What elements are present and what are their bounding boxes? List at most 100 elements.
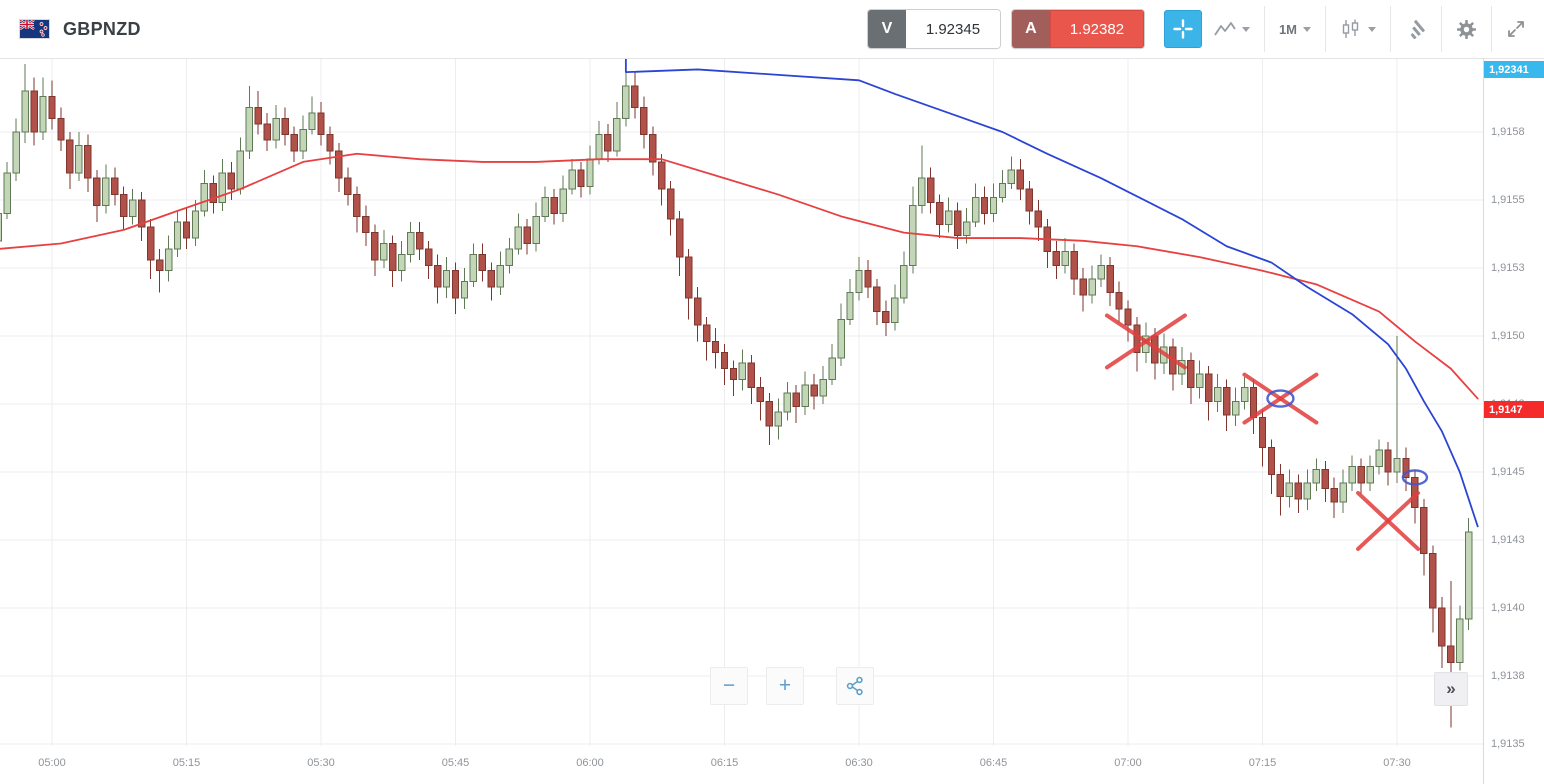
candle-body [711, 340, 720, 353]
candle-body [137, 199, 146, 228]
candle-body [783, 392, 791, 413]
candle-body [1429, 553, 1437, 609]
candle-body [191, 210, 200, 239]
candle-body [586, 158, 594, 187]
candle-body [568, 169, 576, 190]
share-button[interactable] [836, 667, 874, 705]
candle-body [918, 177, 926, 206]
price-chart[interactable] [0, 58, 1483, 746]
candle-body [39, 96, 47, 133]
time-axis[interactable]: 05:00 05:15 05:30 05:45 06:00 06:15 06:30 06:45… [0, 746, 1483, 784]
candle-body [810, 384, 818, 397]
gear-icon [1457, 19, 1476, 39]
candle-body [84, 145, 92, 179]
candle-body [155, 259, 164, 272]
candle-body [398, 253, 406, 272]
candle-body [1375, 449, 1383, 468]
candle-body [200, 183, 209, 212]
candle-body [209, 183, 218, 204]
candle-body [1258, 417, 1267, 449]
blue-trailing-line [624, 58, 1479, 528]
timeframe-label: 1M [1278, 21, 1297, 37]
candle-body [604, 134, 612, 152]
candle-body [900, 264, 908, 299]
candle-body [514, 226, 522, 250]
indicators-icon [1410, 19, 1425, 39]
zoom-in-button[interactable]: + [766, 667, 804, 705]
share-icon [846, 676, 863, 696]
toolbar: V 1.92345 A 1.92382 1M [867, 0, 1538, 58]
candle-body [675, 218, 684, 258]
settings-button[interactable] [1444, 6, 1489, 52]
caret-down-icon [1241, 26, 1250, 32]
candle-style-button[interactable] [1328, 6, 1388, 52]
trade-marker-cross [1356, 490, 1421, 551]
scroll-to-end-button[interactable]: » [1434, 672, 1468, 706]
chart-type-button[interactable] [1202, 6, 1262, 52]
candle-body [1079, 278, 1087, 296]
crosshair-button[interactable] [1163, 10, 1202, 48]
candle-body [442, 270, 451, 288]
indicators-button[interactable] [1393, 6, 1439, 52]
candle-body [424, 248, 433, 266]
candle-body [891, 297, 899, 323]
buy-button[interactable]: A 1.92382 [1011, 10, 1144, 48]
candle-body [846, 291, 854, 321]
price-axis-label: 1,9150 [1491, 330, 1525, 342]
candle-body [792, 392, 800, 408]
fullscreen-button[interactable] [1494, 6, 1538, 52]
candle-body [613, 117, 621, 152]
candle-body [658, 161, 666, 190]
candle-body [236, 150, 245, 190]
candle-body [944, 210, 953, 225]
time-axis-label: 06:15 [710, 757, 739, 769]
candle-body [953, 210, 962, 236]
candle-body [1402, 457, 1410, 478]
candle-body [1339, 482, 1347, 503]
caret-down-icon [1303, 26, 1311, 32]
candle-body [182, 221, 191, 239]
candle-body [532, 215, 540, 245]
candle-body [1321, 468, 1329, 489]
candle-body [281, 117, 289, 136]
sell-button[interactable]: V 1.92345 [867, 10, 1000, 48]
timeframe-button[interactable]: 1M [1267, 6, 1323, 52]
candle-body [980, 196, 989, 215]
candle-body [729, 368, 738, 381]
candle-body [1366, 466, 1374, 484]
candle-body [1061, 251, 1069, 266]
candle-body [146, 226, 155, 261]
candle-body [380, 243, 388, 261]
candle-body [1187, 359, 1195, 389]
crosshair-icon [1173, 19, 1193, 39]
candle-body [1384, 449, 1392, 473]
candle-body [756, 387, 765, 402]
price-axis-label: 1,9155 [1491, 194, 1525, 206]
price-axis[interactable]: 1,91351,91381,91401,91431,91451,91481,91… [1483, 58, 1544, 784]
candle-body [1357, 466, 1365, 484]
time-axis-label: 06:45 [979, 757, 1008, 769]
time-axis-label: 07:30 [1383, 757, 1411, 769]
toolbar-divider [1441, 6, 1442, 52]
line-chart-icon [1214, 22, 1236, 36]
candle-body [1016, 169, 1025, 190]
candle-body [971, 196, 980, 223]
candle-body [505, 248, 514, 266]
candle-body [1465, 531, 1473, 620]
price-axis-label: 1,9158 [1491, 126, 1525, 138]
candle-body [1294, 482, 1303, 500]
zoom-out-button[interactable]: − [710, 667, 748, 705]
candle-body [415, 232, 424, 250]
candle-body [1285, 482, 1294, 497]
candle-body [873, 286, 881, 313]
time-axis-label: 05:00 [38, 757, 66, 769]
candle-body [702, 324, 711, 342]
candle-body [640, 107, 648, 136]
candle-body [738, 362, 747, 381]
time-axis-label: 07:00 [1114, 757, 1142, 769]
toolbar-divider [1390, 6, 1391, 52]
candle-body [93, 177, 101, 206]
candle-body [1052, 251, 1060, 266]
candle-body [290, 134, 298, 152]
